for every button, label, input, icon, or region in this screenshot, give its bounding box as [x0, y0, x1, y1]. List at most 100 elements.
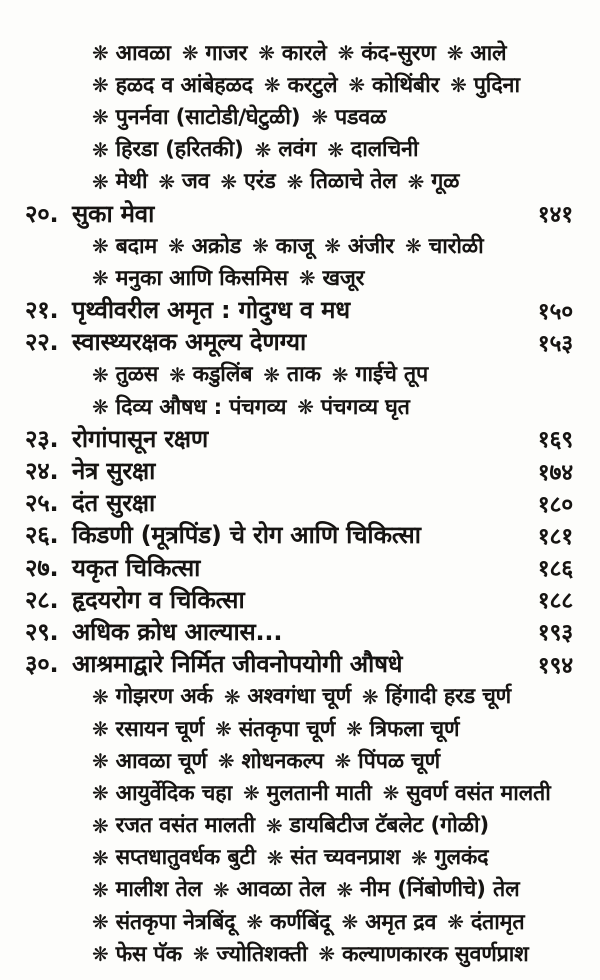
- subitem-label: गूळ: [431, 169, 460, 195]
- toc-chapter-entry: २४. नेत्र सुरक्षा १७४: [25, 454, 573, 486]
- chapter-title: दंत सुरक्षा: [72, 489, 156, 518]
- subitem-label: दालचिनी: [350, 137, 419, 163]
- flower-bullet-icon: ❋: [92, 169, 109, 194]
- chapter-title: यकृत चिकित्सा: [72, 553, 201, 582]
- flower-bullet-icon: ❋: [331, 362, 349, 387]
- toc-subitems-line: ❋ रसायन चूर्ण ❋ संतकृपा चूर्ण ❋ त्रिफला चूर्ण: [25, 712, 573, 744]
- toc-subitems-line: ❋ बदाम ❋ अक्रोड ❋ काजू ❋ अंजीर ❋ चारोळी: [25, 229, 573, 261]
- flower-bullet-icon: ❋: [346, 717, 363, 742]
- subitem-label: मुलतानी माती: [266, 780, 372, 806]
- flower-bullet-icon: ❋: [92, 717, 109, 742]
- subitem-label: हळद व आंबेहळद: [115, 72, 254, 98]
- toc-chapter-entry: २०. सुका मेवा १४१: [25, 197, 573, 229]
- toc-chapter-entry: २९. अधिक क्रोध आल्यास... १९३: [25, 615, 573, 647]
- flower-bullet-icon: ❋: [212, 877, 230, 902]
- chapter-page-number: १९४: [537, 652, 573, 679]
- toc-subitems-line: ❋ फेस पॅक ❋ ज्योतिशक्ती ❋ कल्याणकारक सुवर्णप्…: [25, 937, 573, 969]
- subitem-label: आवळा चूर्ण: [115, 748, 208, 774]
- flower-bullet-icon: ❋: [92, 877, 109, 902]
- subitem-label: रजत वसंत मालती: [115, 813, 256, 839]
- chapter-number: २०.: [25, 199, 59, 228]
- chapter-number: २१.: [25, 296, 59, 325]
- flower-bullet-icon: ❋: [266, 845, 284, 870]
- subitem-label: अमृत द्रव: [365, 909, 437, 935]
- flower-bullet-icon: ❋: [407, 169, 425, 194]
- chapter-title: सुका मेवा: [72, 199, 155, 228]
- chapter-number: २४.: [25, 457, 59, 486]
- flower-bullet-icon: ❋: [92, 684, 109, 709]
- flower-bullet-icon: ❋: [341, 910, 359, 935]
- flower-bullet-icon: ❋: [405, 234, 422, 259]
- toc-chapter-entry: २७. यकृत चिकित्सा १८६: [25, 551, 573, 583]
- flower-bullet-icon: ❋: [215, 717, 232, 742]
- subitem-label: चारोळी: [428, 233, 484, 259]
- flower-bullet-icon: ❋: [92, 749, 109, 774]
- chapter-number: ३०.: [25, 650, 59, 679]
- subitem-label: ताक: [286, 362, 321, 388]
- toc-subitems-line: ❋ तुळस ❋ कडुलिंब ❋ ताक ❋ गाईचे तूप: [25, 358, 573, 390]
- flower-bullet-icon: ❋: [242, 781, 260, 806]
- chapter-page-number: १५०: [537, 298, 573, 325]
- toc-subitems-line: ❋ आयुर्वेदिक चहा ❋ मुलतानी माती ❋ सुवर्ण वसंत…: [25, 776, 573, 808]
- subitem-label: संत च्यवनप्राश: [290, 845, 401, 871]
- subitem-label: ज्योतिशक्ती: [216, 941, 308, 967]
- subitem-label: कोथिंबीर: [371, 72, 440, 98]
- flower-bullet-icon: ❋: [181, 41, 199, 66]
- flower-bullet-icon: ❋: [168, 234, 185, 259]
- flower-bullet-icon: ❋: [92, 781, 109, 806]
- flower-bullet-icon: ❋: [92, 234, 109, 259]
- subitem-label: संतकृपा चूर्ण: [238, 716, 336, 742]
- chapter-title: नेत्र सुरक्षा: [72, 457, 156, 486]
- chapter-page-number: १८१: [537, 523, 573, 550]
- chapter-number: २५.: [25, 489, 59, 518]
- chapter-number: २८.: [25, 585, 59, 614]
- subitem-label: गोझरण अर्क: [115, 684, 213, 710]
- subitem-label: तुळस: [115, 362, 159, 388]
- toc-subitems-line: ❋ मेथी ❋ जव ❋ एरंड ❋ तिळाचे तेल ❋ गूळ: [25, 165, 573, 197]
- flower-bullet-icon: ❋: [263, 362, 280, 387]
- toc-subitems-line: ❋ हिरडा (हरितकी) ❋ लवंग ❋ दालचिनी: [25, 133, 573, 165]
- subitem-label: काजू: [275, 233, 314, 259]
- subitem-label: कारले: [281, 40, 327, 66]
- subitem-label: नीम (निंबोणीचे) तेल: [359, 877, 520, 903]
- flower-bullet-icon: ❋: [92, 942, 109, 967]
- flower-bullet-icon: ❋: [311, 105, 328, 130]
- toc-subitems-line: ❋ गोझरण अर्क ❋ अश्वगंधा चूर्ण ❋ हिंगादी हरड च…: [25, 680, 573, 712]
- flower-bullet-icon: ❋: [298, 266, 316, 291]
- chapter-title: अधिक क्रोध आल्यास...: [72, 617, 283, 646]
- subitem-label: दंतामृत: [470, 909, 525, 935]
- subitem-label: जव: [181, 169, 210, 195]
- flower-bullet-icon: ❋: [220, 169, 237, 194]
- subitem-label: हिंगादी हरड चूर्ण: [385, 684, 512, 710]
- flower-bullet-icon: ❋: [192, 942, 210, 967]
- toc-chapter-entry: २८. हृदयरोग व चिकित्सा १८८: [25, 583, 573, 615]
- chapter-page-number: १९३: [537, 620, 573, 647]
- toc-subitems-line: ❋ पुनर्नवा (साटोडी/घेटुळी) ❋ पडवळ: [25, 100, 573, 132]
- chapter-title: किडणी (मूत्रपिंड) चे रोग आणि चिकित्सा: [72, 521, 421, 550]
- flower-bullet-icon: ❋: [258, 41, 275, 66]
- toc-subitems-line: ❋ आवळा चूर्ण ❋ शोधनकल्प ❋ पिंपळ चूर्ण: [25, 744, 573, 776]
- chapter-title: हृदयरोग व चिकित्सा: [72, 585, 245, 614]
- flower-bullet-icon: ❋: [252, 234, 269, 259]
- flower-bullet-icon: ❋: [265, 813, 283, 838]
- flower-bullet-icon: ❋: [92, 41, 109, 66]
- flower-bullet-icon: ❋: [297, 395, 314, 420]
- subitem-label: सुवर्ण वसंत मालती: [406, 780, 551, 806]
- subitem-label: दिव्य औषध : पंचगव्य: [115, 394, 287, 420]
- chapter-title: स्वास्थ्यरक्षक अमूल्य देणग्या: [72, 328, 307, 357]
- subitem-label: आवळा: [115, 40, 171, 66]
- toc-subitems-line: ❋ सप्तधातुवर्धक बुटी ❋ संत च्यवनप्राश ❋ गुलकं…: [25, 841, 573, 873]
- subitem-label: डायबिटीज टॅबलेट (गोळी): [289, 813, 489, 839]
- flower-bullet-icon: ❋: [450, 73, 467, 98]
- subitem-label: अक्रोड: [191, 233, 242, 259]
- toc-chapter-entry: २६. किडणी (मूत्रपिंड) चे रोग आणि चिकित्सा…: [25, 519, 573, 551]
- toc-subitems-line: ❋ मालीश तेल ❋ आवळा तेल ❋ नीम (निंबोणीचे) तेल: [25, 873, 573, 905]
- chapter-page-number: १४१: [537, 202, 573, 229]
- flower-bullet-icon: ❋: [92, 362, 109, 387]
- flower-bullet-icon: ❋: [411, 845, 428, 870]
- subitem-label: आले: [470, 40, 507, 66]
- subitem-label: हिरडा (हरितकी): [115, 137, 244, 163]
- flower-bullet-icon: ❋: [158, 169, 175, 194]
- flower-bullet-icon: ❋: [361, 684, 379, 709]
